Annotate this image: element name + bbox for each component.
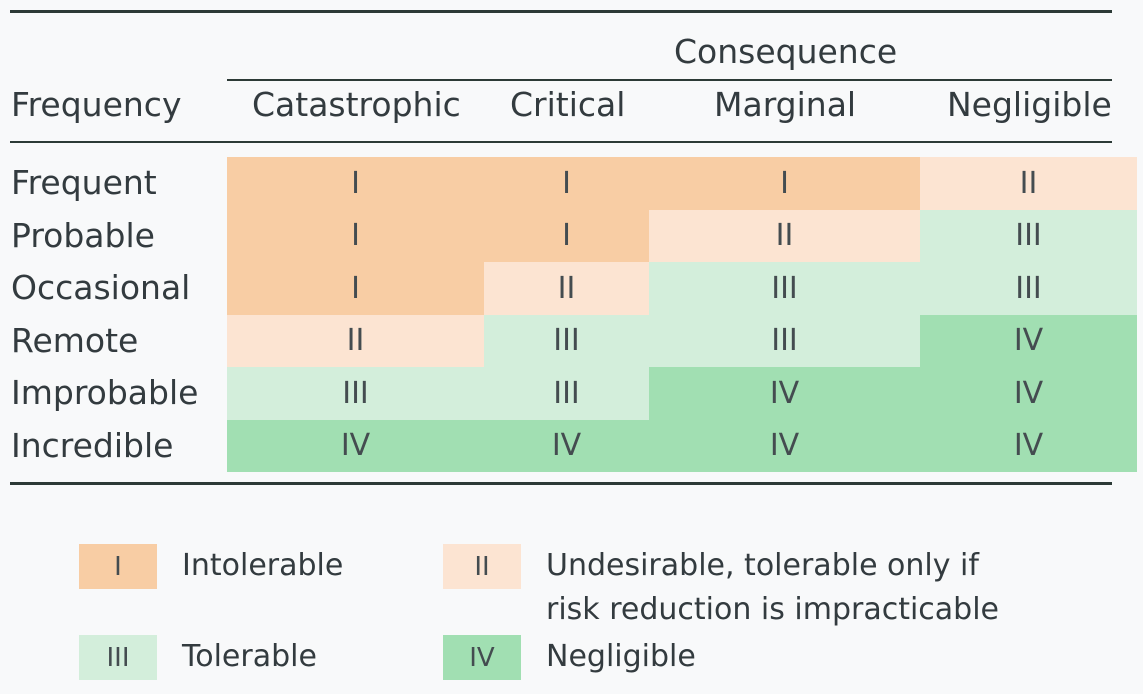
matrix-cell: IV — [920, 367, 1137, 420]
legend-label-undesirable-line2: risk reduction is impracticable — [546, 592, 1000, 627]
matrix-cell: II — [227, 314, 484, 367]
matrix-cell: III — [484, 367, 649, 420]
matrix-cell: III — [649, 314, 920, 367]
column-header-catastrophic: Catastrophic — [252, 85, 461, 124]
legend-swatch-i: I — [79, 544, 157, 589]
legend-swatch-iv: IV — [443, 635, 521, 680]
row-label: Improbable — [11, 373, 199, 412]
row-label: Incredible — [11, 425, 174, 465]
matrix-cell: I — [227, 209, 484, 262]
matrix-cell: III — [920, 209, 1137, 262]
column-header-marginal: Marginal — [714, 85, 857, 124]
column-header-negligible: Negligible — [947, 85, 1112, 124]
legend-label-negligible: Negligible — [546, 639, 696, 674]
matrix-cell: IV — [484, 419, 649, 472]
matrix-cell: I — [227, 262, 484, 315]
bottom-rule — [10, 482, 1112, 485]
matrix-cell: IV — [920, 314, 1137, 367]
consequence-underline — [227, 79, 1112, 81]
top-rule — [10, 10, 1112, 13]
matrix-cell: III — [649, 262, 920, 315]
matrix-cell: III — [920, 262, 1137, 315]
matrix-cell: IV — [227, 419, 484, 472]
column-header-critical: Critical — [510, 85, 626, 124]
frequency-header: Frequency — [11, 85, 182, 124]
matrix-cell: II — [920, 157, 1137, 210]
legend-swatch-ii: II — [443, 544, 521, 589]
matrix-cell: IV — [920, 419, 1137, 472]
legend-label-tolerable: Tolerable — [182, 639, 317, 674]
matrix-cell: III — [227, 367, 484, 420]
matrix-cell: III — [484, 314, 649, 367]
row-label: Frequent — [11, 163, 157, 202]
legend-label-undesirable-line1: Undesirable, tolerable only if — [546, 548, 979, 583]
matrix-cell: I — [484, 209, 649, 262]
header-rule — [10, 141, 1112, 143]
legend-swatch-iii: III — [79, 635, 157, 680]
legend-label-intolerable: Intolerable — [182, 548, 344, 583]
row-label: Occasional — [11, 268, 191, 307]
consequence-header: Consequence — [674, 32, 898, 71]
row-label: Remote — [11, 320, 139, 360]
matrix-cell: II — [649, 209, 920, 262]
row-label: Probable — [11, 215, 155, 255]
matrix-cell: I — [649, 157, 920, 210]
matrix-cell: IV — [649, 419, 920, 472]
matrix-cell: I — [484, 157, 649, 210]
matrix-cell: I — [227, 157, 484, 210]
matrix-cell: II — [484, 262, 649, 315]
matrix-cell: IV — [649, 367, 920, 420]
